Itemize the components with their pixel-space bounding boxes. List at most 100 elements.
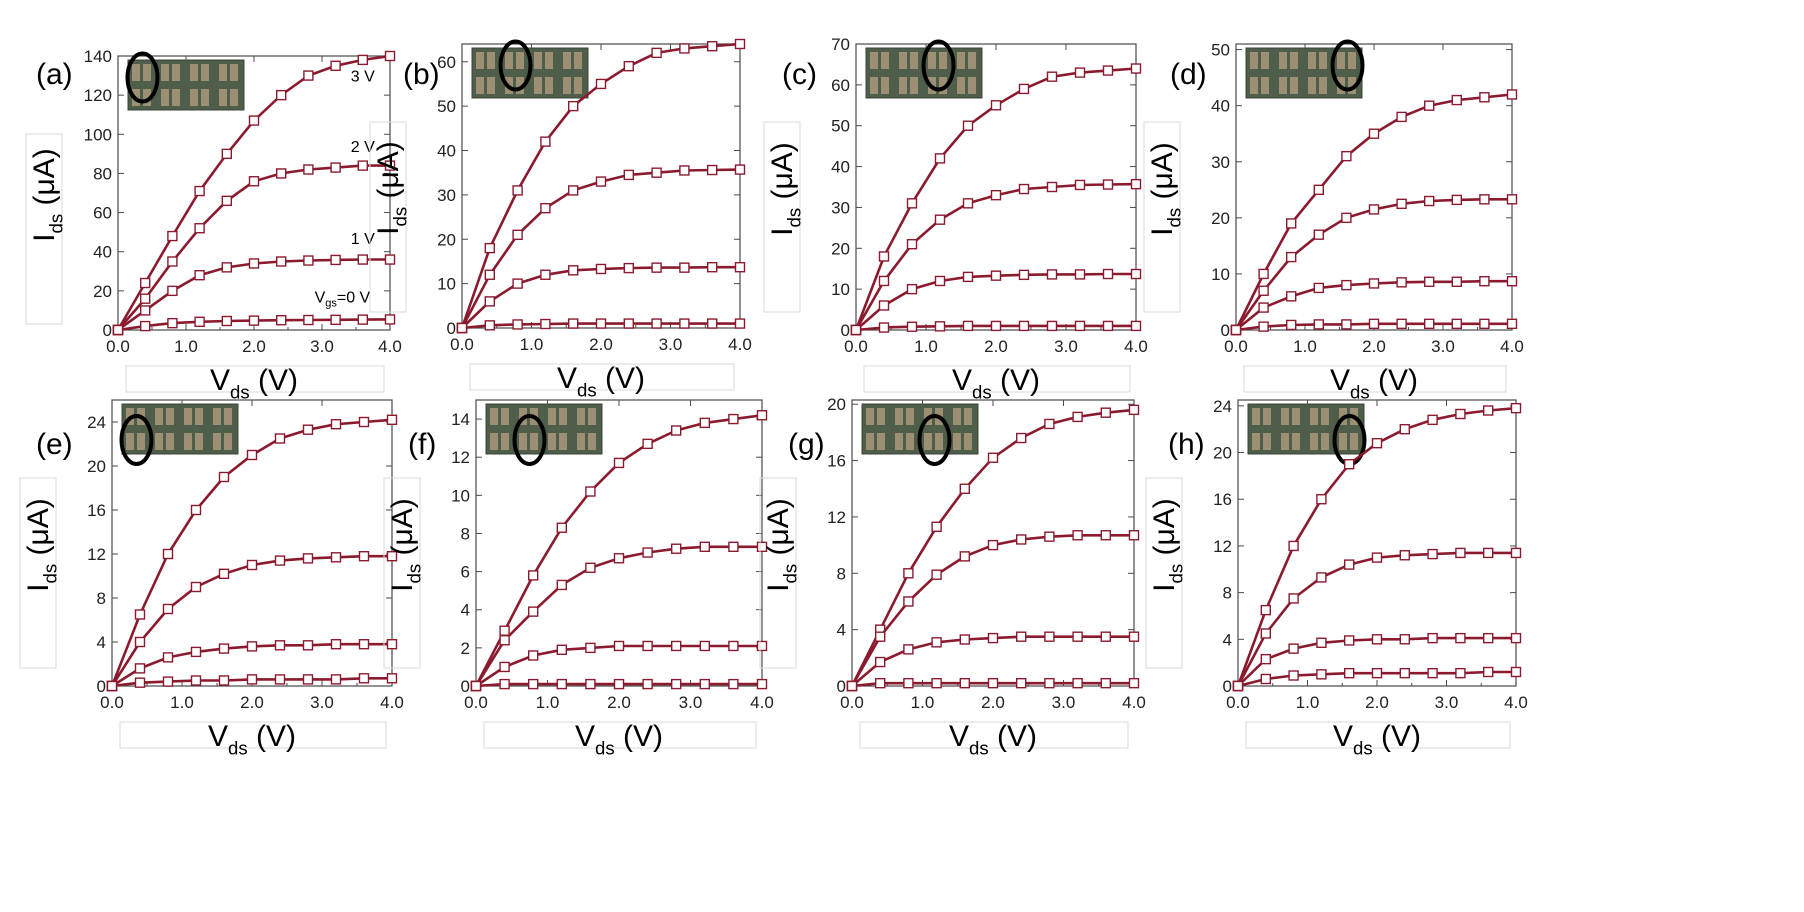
device-pad <box>953 433 961 450</box>
data-point <box>756 541 768 553</box>
y-tick-label: 20 <box>1213 444 1232 463</box>
data-point <box>1130 320 1142 332</box>
data-point <box>167 317 178 329</box>
data-point <box>1260 604 1272 616</box>
data-point <box>386 551 398 562</box>
x-tick-label: 0.0 <box>844 337 868 356</box>
x-axis-title-sub: ds <box>595 737 615 758</box>
data-point <box>734 164 746 175</box>
data-point <box>1455 547 1466 559</box>
y-tick-label: 30 <box>1211 153 1230 172</box>
y-axis-title-main: I <box>1146 227 1179 235</box>
data-point <box>1482 405 1494 416</box>
data-point <box>903 568 914 579</box>
data-point <box>1018 183 1030 195</box>
y-tick-label: 30 <box>437 186 456 205</box>
data-point <box>651 167 662 178</box>
data-point <box>679 43 690 54</box>
data-point <box>302 424 314 435</box>
device-pad <box>563 77 571 94</box>
data-point <box>931 521 942 532</box>
data-point <box>1399 423 1411 435</box>
data-point <box>1368 128 1380 139</box>
device-pad <box>213 433 221 450</box>
device-pad <box>143 64 151 81</box>
x-tick-label: 2.0 <box>1362 337 1386 356</box>
y-axis-title-main: I <box>762 583 795 591</box>
y-axis-title: Ids (μA) <box>766 142 804 236</box>
data-point <box>1074 67 1086 78</box>
x-axis-title-main: V <box>575 720 595 753</box>
data-point <box>470 680 482 692</box>
y-axis-title-tail: (μA) <box>762 498 795 564</box>
x-tick-label: 4.0 <box>1504 693 1528 712</box>
y-tick-label: 8 <box>837 564 846 583</box>
x-axis-title-sub: ds <box>972 381 992 402</box>
data-point <box>194 270 205 281</box>
device-pad <box>224 408 232 425</box>
device-pad <box>877 408 885 425</box>
data-point <box>512 278 523 289</box>
data-point <box>934 275 946 287</box>
device-pad <box>1292 408 1300 425</box>
data-point <box>642 640 653 652</box>
device-pad <box>224 433 232 450</box>
data-point <box>384 50 396 62</box>
y-axis-title-tail: (μA) <box>372 141 405 207</box>
data-point <box>139 305 151 316</box>
data-point <box>1102 268 1114 280</box>
x-label-box <box>125 365 385 393</box>
data-point <box>274 674 286 685</box>
data-point <box>218 471 230 483</box>
data-point <box>623 262 634 274</box>
data-point <box>878 322 890 333</box>
device-pad <box>577 433 585 450</box>
data-point <box>734 38 746 50</box>
x-tick-label: 4.0 <box>1500 337 1524 356</box>
x-axis-title-main: V <box>208 720 228 753</box>
data-point <box>194 223 205 234</box>
y-axis-title-sub: ds <box>389 207 410 227</box>
y-label-box <box>19 477 57 669</box>
curve-annotation: Vgs=0 V <box>315 290 371 310</box>
data-point <box>1288 540 1299 552</box>
y-tick-label: 24 <box>1213 397 1232 416</box>
data-point <box>194 316 205 327</box>
selected-device-circle <box>1330 39 1365 92</box>
device-pad <box>939 52 947 69</box>
y-tick-label: 20 <box>1211 209 1230 228</box>
data-point <box>1313 229 1325 240</box>
y-tick-label: 20 <box>437 230 456 249</box>
data-point <box>850 324 862 336</box>
device-pad <box>530 433 538 450</box>
data-point <box>330 639 342 650</box>
data-point <box>623 318 634 329</box>
device-pad <box>230 64 238 81</box>
data-point <box>218 643 230 654</box>
data-point <box>1313 319 1325 330</box>
series-line-1 <box>110 554 392 687</box>
data-point <box>386 673 398 684</box>
data-point <box>302 640 314 651</box>
device-pad <box>166 433 174 450</box>
data-point <box>728 541 739 553</box>
data-point <box>756 678 768 690</box>
data-point <box>1343 667 1355 679</box>
device-pad <box>534 77 542 94</box>
data-point <box>1016 534 1027 545</box>
data-point <box>1313 282 1325 294</box>
data-point <box>595 78 607 90</box>
x-tick-label: 1.0 <box>536 693 560 712</box>
device-pad <box>213 408 221 425</box>
device-pad <box>1319 52 1327 69</box>
y-tick-label: 0 <box>461 677 470 696</box>
x-axis-title-main: V <box>557 362 577 395</box>
data-point <box>1343 459 1355 470</box>
device-pad <box>899 52 907 69</box>
data-point <box>1427 548 1438 560</box>
device-pad <box>1250 52 1258 69</box>
x-label-box <box>1245 721 1511 749</box>
device-pad <box>476 52 484 69</box>
data-point <box>642 547 653 558</box>
